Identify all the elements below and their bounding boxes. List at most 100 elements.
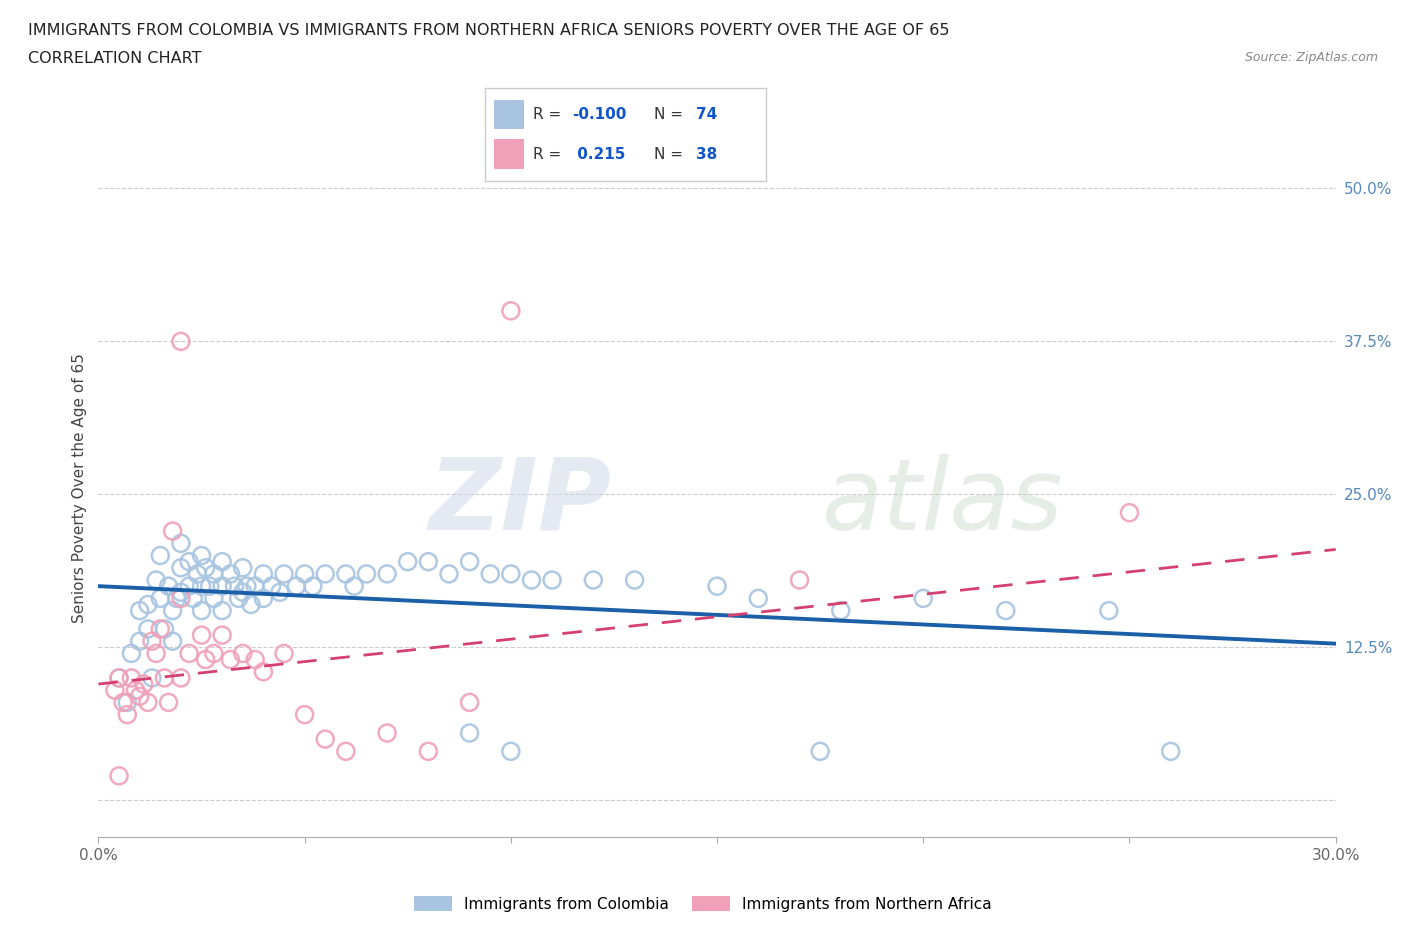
Point	[136, 621, 159, 636]
Point	[202, 591, 225, 605]
Point	[211, 578, 233, 593]
Point	[128, 633, 150, 648]
Point	[198, 578, 221, 593]
Point	[458, 695, 481, 710]
Point	[224, 578, 246, 593]
Point	[190, 604, 212, 618]
Point	[170, 561, 193, 576]
Point	[149, 548, 172, 563]
Point	[623, 573, 645, 588]
Text: -0.100: -0.100	[572, 107, 627, 122]
Point	[170, 536, 193, 551]
Point	[141, 633, 163, 648]
Point	[108, 671, 131, 685]
Point	[252, 566, 274, 581]
Point	[335, 744, 357, 759]
Point	[747, 591, 769, 605]
Point	[232, 646, 254, 661]
Point	[136, 597, 159, 612]
Point	[194, 652, 217, 667]
Point	[260, 578, 283, 593]
Point	[396, 554, 419, 569]
Point	[108, 768, 131, 783]
Point	[243, 578, 266, 593]
Point	[120, 646, 142, 661]
Point	[314, 566, 336, 581]
Y-axis label: Seniors Poverty Over the Age of 65: Seniors Poverty Over the Age of 65	[72, 353, 87, 623]
Point	[232, 561, 254, 576]
Point	[153, 671, 176, 685]
Point	[294, 707, 316, 722]
Point	[170, 585, 193, 600]
Point	[179, 578, 201, 593]
Point	[418, 554, 440, 569]
Point	[162, 633, 184, 648]
Point	[170, 334, 193, 349]
Text: atlas: atlas	[823, 454, 1064, 551]
Point	[458, 725, 481, 740]
Text: R =: R =	[533, 147, 567, 162]
Point	[117, 695, 139, 710]
Point	[437, 566, 460, 581]
Point	[240, 597, 263, 612]
Point	[808, 744, 831, 759]
Point	[273, 646, 295, 661]
Point	[132, 677, 155, 692]
Point	[375, 725, 398, 740]
Point	[232, 585, 254, 600]
Point	[128, 689, 150, 704]
Text: IMMIGRANTS FROM COLOMBIA VS IMMIGRANTS FROM NORTHERN AFRICA SENIORS POVERTY OVER: IMMIGRANTS FROM COLOMBIA VS IMMIGRANTS F…	[28, 23, 949, 38]
Legend: Immigrants from Colombia, Immigrants from Northern Africa: Immigrants from Colombia, Immigrants fro…	[408, 889, 998, 918]
Point	[285, 578, 308, 593]
Point	[194, 561, 217, 576]
Point	[1160, 744, 1182, 759]
Point	[499, 303, 522, 318]
Point	[211, 628, 233, 643]
Point	[375, 566, 398, 581]
Point	[190, 578, 212, 593]
Point	[582, 573, 605, 588]
Point	[124, 683, 146, 698]
Text: N =: N =	[654, 147, 688, 162]
Point	[186, 566, 208, 581]
Point	[157, 695, 180, 710]
Point	[190, 548, 212, 563]
Bar	[494, 140, 524, 169]
Point	[162, 524, 184, 538]
Point	[128, 604, 150, 618]
Point	[219, 652, 242, 667]
Text: R =: R =	[533, 107, 567, 122]
Bar	[494, 100, 524, 129]
Point	[170, 671, 193, 685]
Text: Source: ZipAtlas.com: Source: ZipAtlas.com	[1244, 51, 1378, 64]
Point	[190, 628, 212, 643]
Text: ZIP: ZIP	[429, 454, 612, 551]
Point	[153, 621, 176, 636]
Point	[541, 573, 564, 588]
Text: 74: 74	[696, 107, 717, 122]
Point	[149, 621, 172, 636]
Point	[252, 591, 274, 605]
Point	[499, 744, 522, 759]
Point	[202, 566, 225, 581]
Point	[356, 566, 378, 581]
Point	[1118, 505, 1140, 520]
Point	[335, 566, 357, 581]
Point	[108, 671, 131, 685]
Point	[314, 732, 336, 747]
Point	[994, 604, 1017, 618]
Point	[104, 683, 127, 698]
Point	[243, 652, 266, 667]
Point	[166, 591, 188, 605]
Point	[912, 591, 935, 605]
Point	[157, 578, 180, 593]
Point	[136, 695, 159, 710]
Point	[458, 554, 481, 569]
Point	[162, 604, 184, 618]
Point	[145, 573, 167, 588]
Point	[145, 646, 167, 661]
Point	[273, 566, 295, 581]
Point	[294, 566, 316, 581]
Point	[179, 646, 201, 661]
Point	[149, 591, 172, 605]
